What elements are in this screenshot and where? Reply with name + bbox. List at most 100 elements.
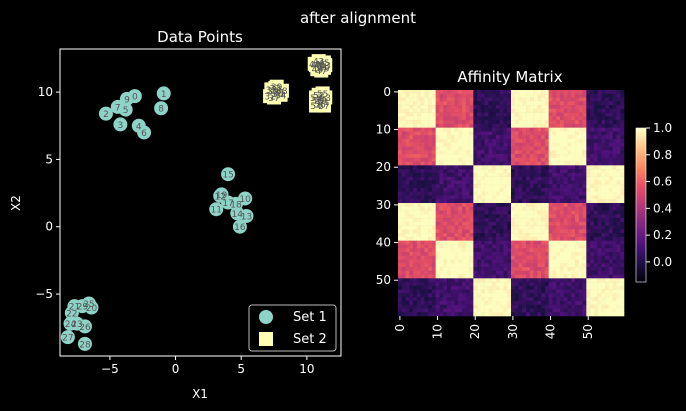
heatmap-cell [420, 101, 425, 106]
heatmap-cell [409, 255, 414, 260]
heatmap-cell [601, 300, 606, 305]
heatmap-cell [518, 131, 523, 136]
heatmap-cell [586, 270, 591, 275]
heatmap-cell [567, 112, 572, 117]
heatmap-cell [548, 206, 553, 211]
heatmap-cell [578, 308, 583, 313]
heatmap-cell [443, 312, 448, 317]
heatmap-cell [473, 176, 478, 181]
heatmap-cell [458, 270, 463, 275]
heatmap-cell [431, 210, 436, 215]
colorbar-segment [636, 279, 646, 283]
heatmap-cell [454, 221, 459, 226]
heatmap-cell [495, 312, 500, 317]
heatmap-x-tick-label: 0 [393, 324, 407, 332]
heatmap-cell [537, 312, 542, 317]
heatmap-cell [514, 161, 519, 166]
heatmap-cell [514, 120, 519, 125]
heatmap-cell [518, 154, 523, 159]
heatmap-cell [541, 244, 546, 249]
heatmap-cell [522, 221, 527, 226]
heatmap-cell [529, 278, 534, 283]
heatmap-cell [424, 157, 429, 162]
heatmap-cell [431, 172, 436, 177]
heatmap-cell [612, 278, 617, 283]
heatmap-cell [409, 176, 414, 181]
heatmap-cell [401, 154, 406, 159]
heatmap-cell [608, 236, 613, 241]
heatmap-cell [431, 135, 436, 140]
heatmap-cell [420, 289, 425, 294]
heatmap-cell [533, 123, 538, 128]
heatmap-cell [541, 112, 546, 117]
heatmap-cell [480, 267, 485, 272]
heatmap-cell [431, 154, 436, 159]
heatmap-cell [544, 154, 549, 159]
heatmap-cell [567, 285, 572, 290]
heatmap-cell [477, 105, 482, 110]
heatmap-cell [495, 97, 500, 102]
heatmap-cell [409, 172, 414, 177]
heatmap-cell [462, 221, 467, 226]
heatmap-cell [616, 263, 621, 268]
heatmap-cell [586, 285, 591, 290]
heatmap-cell [590, 210, 595, 215]
heatmap-cell [413, 138, 418, 144]
heatmap-cell [522, 108, 527, 113]
heatmap-cell [563, 270, 568, 275]
heatmap-cell [518, 127, 523, 132]
heatmap-cell [431, 263, 436, 268]
heatmap-cell [522, 304, 527, 309]
heatmap-cell [567, 244, 572, 249]
heatmap-cell [435, 203, 440, 208]
heatmap-cell [435, 267, 440, 272]
heatmap-cell [431, 259, 436, 264]
heatmap-cell [465, 308, 470, 313]
heatmap-cell [499, 187, 504, 192]
heatmap-cell [495, 236, 500, 241]
heatmap-cell [488, 161, 493, 166]
heatmap-cell [541, 274, 546, 279]
heatmap-cell [567, 289, 572, 294]
heatmap-cell [590, 214, 595, 219]
heatmap-cell [420, 131, 425, 136]
heatmap-cell [458, 289, 463, 294]
heatmap-cell [458, 300, 463, 305]
heatmap-cell [409, 142, 414, 147]
heatmap-cell [601, 293, 606, 298]
heatmap-cell [507, 304, 512, 309]
heatmap-cell [556, 255, 561, 260]
heatmap-cell [499, 240, 504, 245]
heatmap-cell [514, 203, 519, 208]
heatmap-cell [518, 157, 523, 162]
heatmap-cell [413, 150, 418, 155]
heatmap-cell [465, 274, 470, 279]
heatmap-cell [477, 203, 482, 208]
heatmap-cell [398, 154, 403, 159]
heatmap-cell [522, 244, 527, 249]
heatmap-cell [398, 210, 403, 215]
point-label: 36 [272, 90, 284, 100]
heatmap-cell [601, 218, 606, 223]
heatmap-cell [480, 278, 485, 283]
heatmap-cell [428, 131, 433, 136]
heatmap-cell [503, 263, 508, 268]
heatmap-cell [593, 225, 598, 230]
heatmap-cell [398, 251, 403, 257]
heatmap-cell [537, 210, 542, 215]
heatmap-cell [420, 278, 425, 283]
heatmap-cell [597, 308, 602, 313]
heatmap-cell [454, 146, 459, 151]
heatmap-cell [522, 206, 527, 211]
heatmap-cell [409, 289, 414, 294]
heatmap-cell [499, 108, 504, 113]
heatmap-cell [428, 180, 433, 185]
heatmap-cell [511, 300, 516, 305]
heatmap-cell [499, 161, 504, 166]
heatmap-cell [499, 300, 504, 305]
heatmap-cell [590, 150, 595, 155]
heatmap-cell [465, 184, 470, 189]
heatmap-cell [563, 157, 568, 162]
heatmap-cell [597, 210, 602, 215]
heatmap-cell [612, 240, 617, 245]
